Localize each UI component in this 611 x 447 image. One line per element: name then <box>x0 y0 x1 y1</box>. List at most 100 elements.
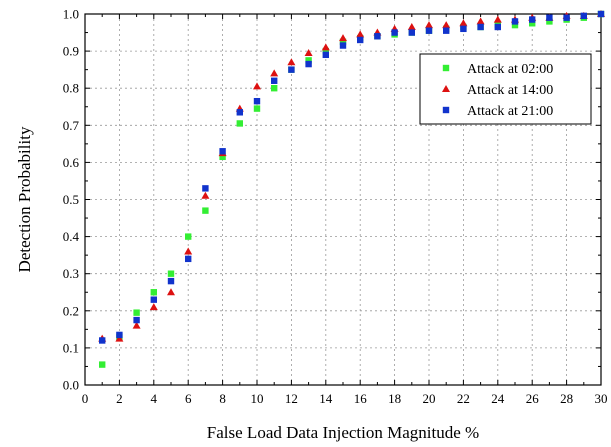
data-point <box>219 148 226 155</box>
data-point <box>493 15 502 23</box>
data-point <box>201 191 210 199</box>
y-tick-label: 0.5 <box>63 192 79 207</box>
data-point <box>132 321 141 329</box>
x-tick-label: 0 <box>82 391 89 406</box>
data-point <box>99 337 106 344</box>
data-point <box>202 185 209 192</box>
data-point <box>167 288 175 296</box>
data-point <box>133 309 140 316</box>
data-points <box>98 10 605 368</box>
y-tick-label: 0.1 <box>63 340 79 355</box>
data-point <box>99 361 106 368</box>
data-point <box>476 17 485 25</box>
x-axis-title: False Load Data Injection Magnitude % <box>207 423 479 442</box>
data-point <box>339 34 347 42</box>
data-point <box>236 120 243 127</box>
data-point <box>287 58 296 66</box>
x-tick-label: 6 <box>185 391 192 406</box>
data-point <box>407 22 416 30</box>
data-point <box>597 10 605 18</box>
series-3 <box>99 10 605 344</box>
y-tick-label: 0.3 <box>63 266 79 281</box>
data-point <box>442 21 451 29</box>
data-point <box>185 233 192 240</box>
data-point <box>185 255 192 263</box>
y-tick-label: 0.8 <box>63 81 79 96</box>
x-tick-label: 12 <box>285 391 298 406</box>
data-point <box>184 247 193 255</box>
data-point <box>563 14 570 21</box>
legend-label: Attack at 14:00 <box>467 83 553 98</box>
axis-ticks: 0 2 4 6 8 10 12 14 16 18 20 22 24 26 28 300.00.10.20.30… <box>63 7 608 407</box>
data-point <box>167 277 175 285</box>
data-point <box>477 23 484 31</box>
data-point <box>321 43 330 51</box>
data-point <box>357 36 364 44</box>
x-tick-label: 16 <box>354 391 368 406</box>
data-point <box>443 27 450 34</box>
data-point <box>270 69 279 77</box>
x-tick-label: 8 <box>219 391 226 406</box>
data-point <box>236 109 243 116</box>
data-point <box>149 303 158 311</box>
data-point <box>133 316 140 324</box>
data-point <box>253 82 261 90</box>
data-point <box>150 296 157 303</box>
y-tick-label: 0.0 <box>63 378 79 393</box>
data-point <box>305 60 312 68</box>
legend-marker <box>442 64 450 72</box>
data-point <box>511 21 519 29</box>
data-point <box>116 331 123 339</box>
y-tick-label: 0.9 <box>63 44 79 59</box>
legend-marker <box>442 106 450 114</box>
data-point <box>425 27 433 34</box>
data-point <box>253 97 261 105</box>
data-point <box>356 30 365 38</box>
data-point <box>408 29 415 36</box>
data-point <box>511 18 519 25</box>
data-point <box>167 270 175 277</box>
data-point <box>580 12 587 20</box>
y-tick-label: 0.4 <box>63 229 80 244</box>
grid-lines <box>85 14 601 385</box>
data-point <box>460 25 467 33</box>
x-tick-label: 20 <box>423 391 436 406</box>
data-point <box>529 20 536 27</box>
data-point <box>271 77 278 84</box>
x-tick-label: 22 <box>457 391 470 406</box>
x-tick-label: 10 <box>251 391 264 406</box>
x-tick-label: 14 <box>319 391 333 406</box>
data-point <box>339 38 347 46</box>
x-tick-label: 4 <box>151 391 158 406</box>
data-point <box>339 42 347 49</box>
data-point <box>202 207 209 214</box>
data-point <box>546 18 553 25</box>
y-tick-label: 0.6 <box>63 155 80 170</box>
data-point <box>288 66 295 73</box>
x-tick-label: 26 <box>526 391 540 406</box>
data-point <box>546 14 553 21</box>
legend-label: Attack at 21:00 <box>467 104 553 119</box>
data-point <box>253 105 261 112</box>
y-tick-label: 0.2 <box>63 303 79 318</box>
x-tick-label: 24 <box>491 391 505 406</box>
y-tick-label: 0.7 <box>63 118 80 133</box>
data-point <box>322 51 329 59</box>
x-tick-label: 28 <box>560 391 573 406</box>
data-point <box>529 16 536 23</box>
data-point <box>305 57 312 64</box>
data-point <box>494 23 501 31</box>
data-point <box>115 334 124 342</box>
data-point <box>374 33 381 40</box>
legend-marker <box>442 85 450 92</box>
data-point <box>150 289 157 296</box>
y-axis-title: Detection Probability <box>15 126 34 272</box>
data-point <box>322 47 329 55</box>
data-point <box>271 85 278 92</box>
y-tick-label: 1.0 <box>63 7 79 22</box>
data-point <box>459 19 468 27</box>
data-point <box>219 153 226 161</box>
data-point <box>304 48 313 56</box>
x-tick-label: 2 <box>116 391 123 406</box>
